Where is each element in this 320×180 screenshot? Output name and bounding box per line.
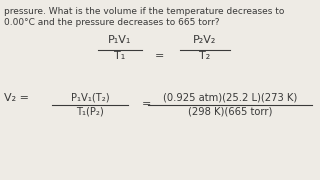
Text: (298 K)(665 torr): (298 K)(665 torr) <box>188 106 272 116</box>
Text: T₁: T₁ <box>114 51 126 61</box>
Text: pressure. What is the volume if the temperature decreases to: pressure. What is the volume if the temp… <box>4 7 284 16</box>
Text: T₁(P₂): T₁(P₂) <box>76 106 104 116</box>
Text: P₁V₁: P₁V₁ <box>108 35 132 45</box>
Text: (0.925 atm)(25.2 L)(273 K): (0.925 atm)(25.2 L)(273 K) <box>163 93 297 103</box>
Text: V₂ =: V₂ = <box>4 93 29 103</box>
Text: 0.00°C and the pressure decreases to 665 torr?: 0.00°C and the pressure decreases to 665… <box>4 18 220 27</box>
Text: =: = <box>155 51 165 61</box>
Text: P₂V₂: P₂V₂ <box>193 35 217 45</box>
Text: P₁V₁(T₂): P₁V₁(T₂) <box>71 93 109 103</box>
Text: =: = <box>142 99 151 109</box>
Text: T₂: T₂ <box>199 51 211 61</box>
